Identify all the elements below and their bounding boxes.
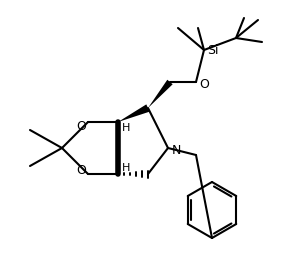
Text: N: N <box>171 144 181 156</box>
Text: H: H <box>122 163 130 173</box>
Polygon shape <box>148 80 173 108</box>
Text: O: O <box>76 164 86 176</box>
Text: O: O <box>76 119 86 133</box>
Text: Si: Si <box>207 44 219 56</box>
Text: O: O <box>199 78 209 90</box>
Text: H: H <box>122 123 130 133</box>
Polygon shape <box>118 104 150 122</box>
